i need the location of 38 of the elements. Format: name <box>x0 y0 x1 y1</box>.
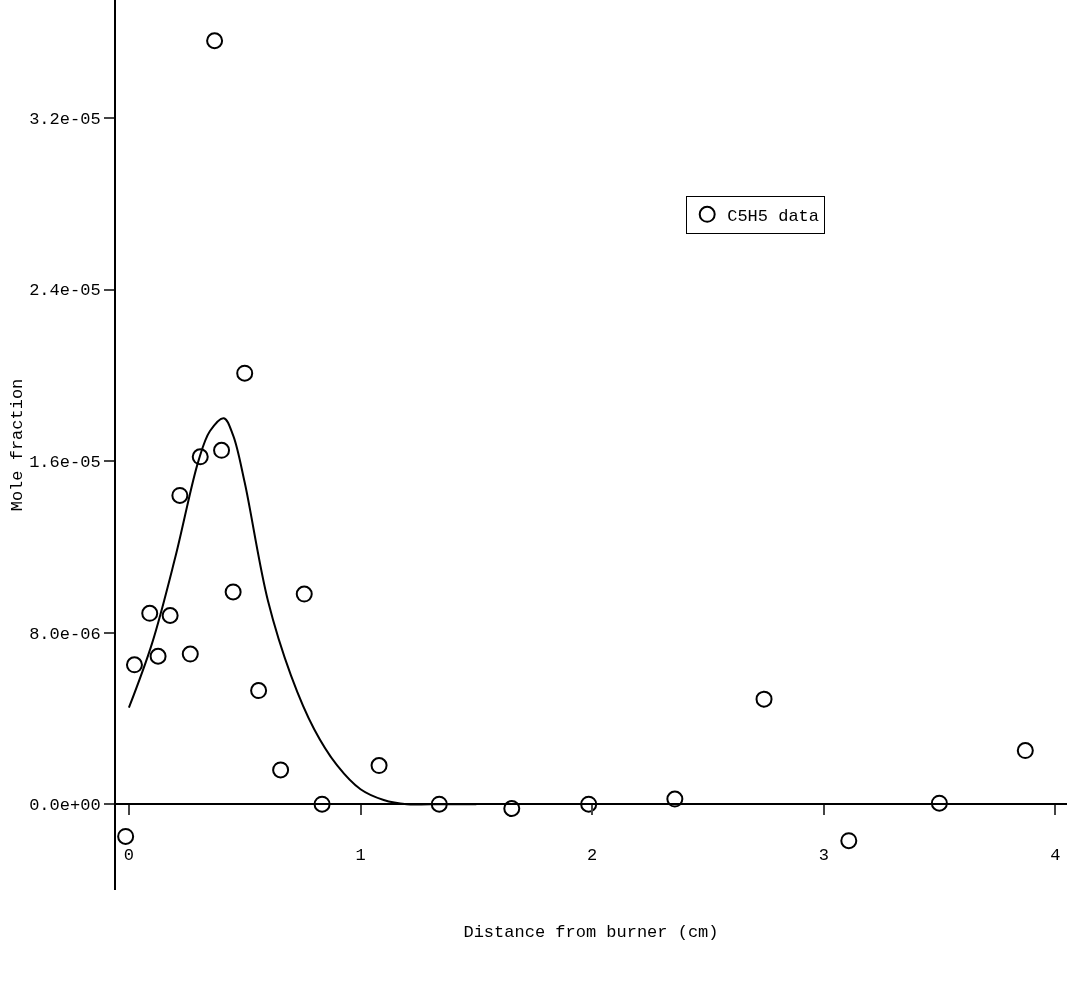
point <box>149 647 167 665</box>
y-tick-label: 0.0e+00 <box>29 796 101 816</box>
y-tick-label: 8.0e-06 <box>29 624 101 644</box>
point <box>430 795 448 813</box>
x-tick-label: 4 <box>1050 845 1061 865</box>
point <box>213 441 231 459</box>
point <box>250 682 268 700</box>
point <box>666 790 684 808</box>
point <box>840 832 858 850</box>
point <box>580 795 598 813</box>
point <box>171 486 189 504</box>
point <box>125 656 143 674</box>
point <box>930 794 948 812</box>
point <box>206 32 224 50</box>
point <box>503 800 521 817</box>
x-tick-label: 3 <box>818 845 829 865</box>
x-axis-title: Distance from burner (cm) <box>463 922 719 942</box>
y-tick-label: 1.6e-05 <box>29 453 101 473</box>
point <box>313 795 331 813</box>
point <box>295 585 313 603</box>
point <box>236 364 254 382</box>
point <box>1016 742 1034 760</box>
point <box>272 761 290 779</box>
point <box>161 606 179 624</box>
point <box>117 827 135 845</box>
point <box>370 757 388 775</box>
y-axis-title: Mole fraction <box>8 378 28 512</box>
point <box>181 645 199 663</box>
point <box>755 690 773 708</box>
point <box>141 604 159 622</box>
point <box>224 583 242 601</box>
legend-label: C5H5 data <box>727 206 820 226</box>
x-tick-label: 2 <box>587 845 598 865</box>
point <box>191 448 209 466</box>
y-tick-label: 3.2e-05 <box>29 109 101 129</box>
x-tick-label: 0 <box>123 845 134 865</box>
x-tick-label: 1 <box>355 845 366 865</box>
y-tick-label: 2.4e-05 <box>29 281 101 301</box>
